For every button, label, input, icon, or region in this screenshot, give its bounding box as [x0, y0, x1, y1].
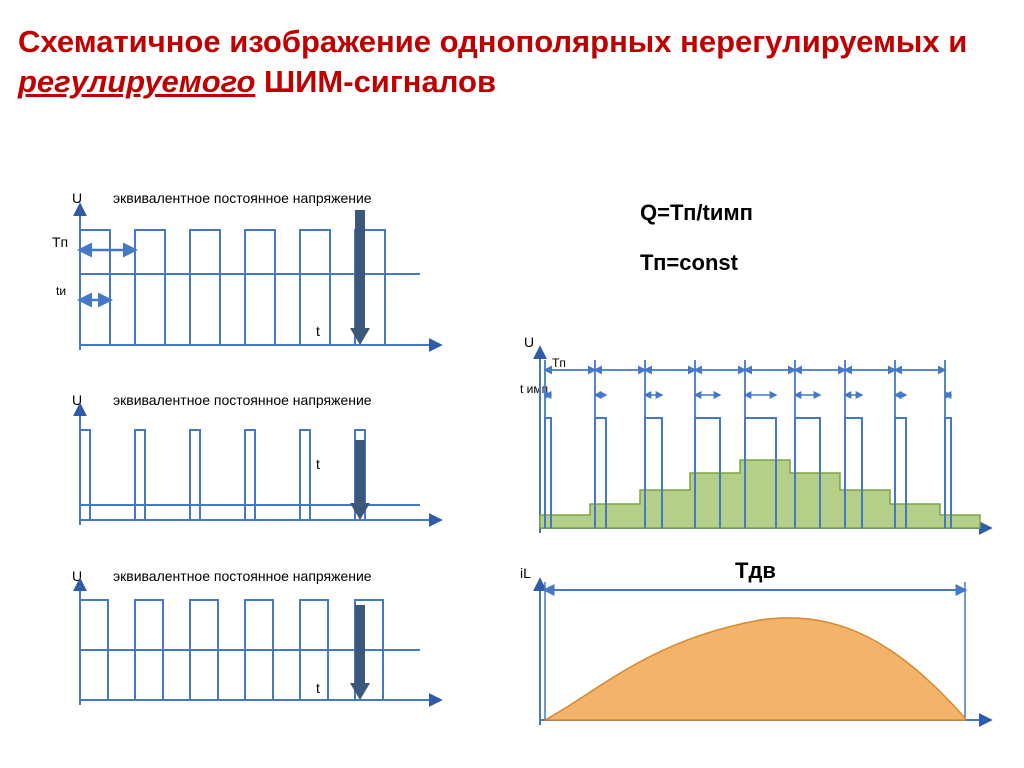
current-svg [0, 0, 1000, 740]
